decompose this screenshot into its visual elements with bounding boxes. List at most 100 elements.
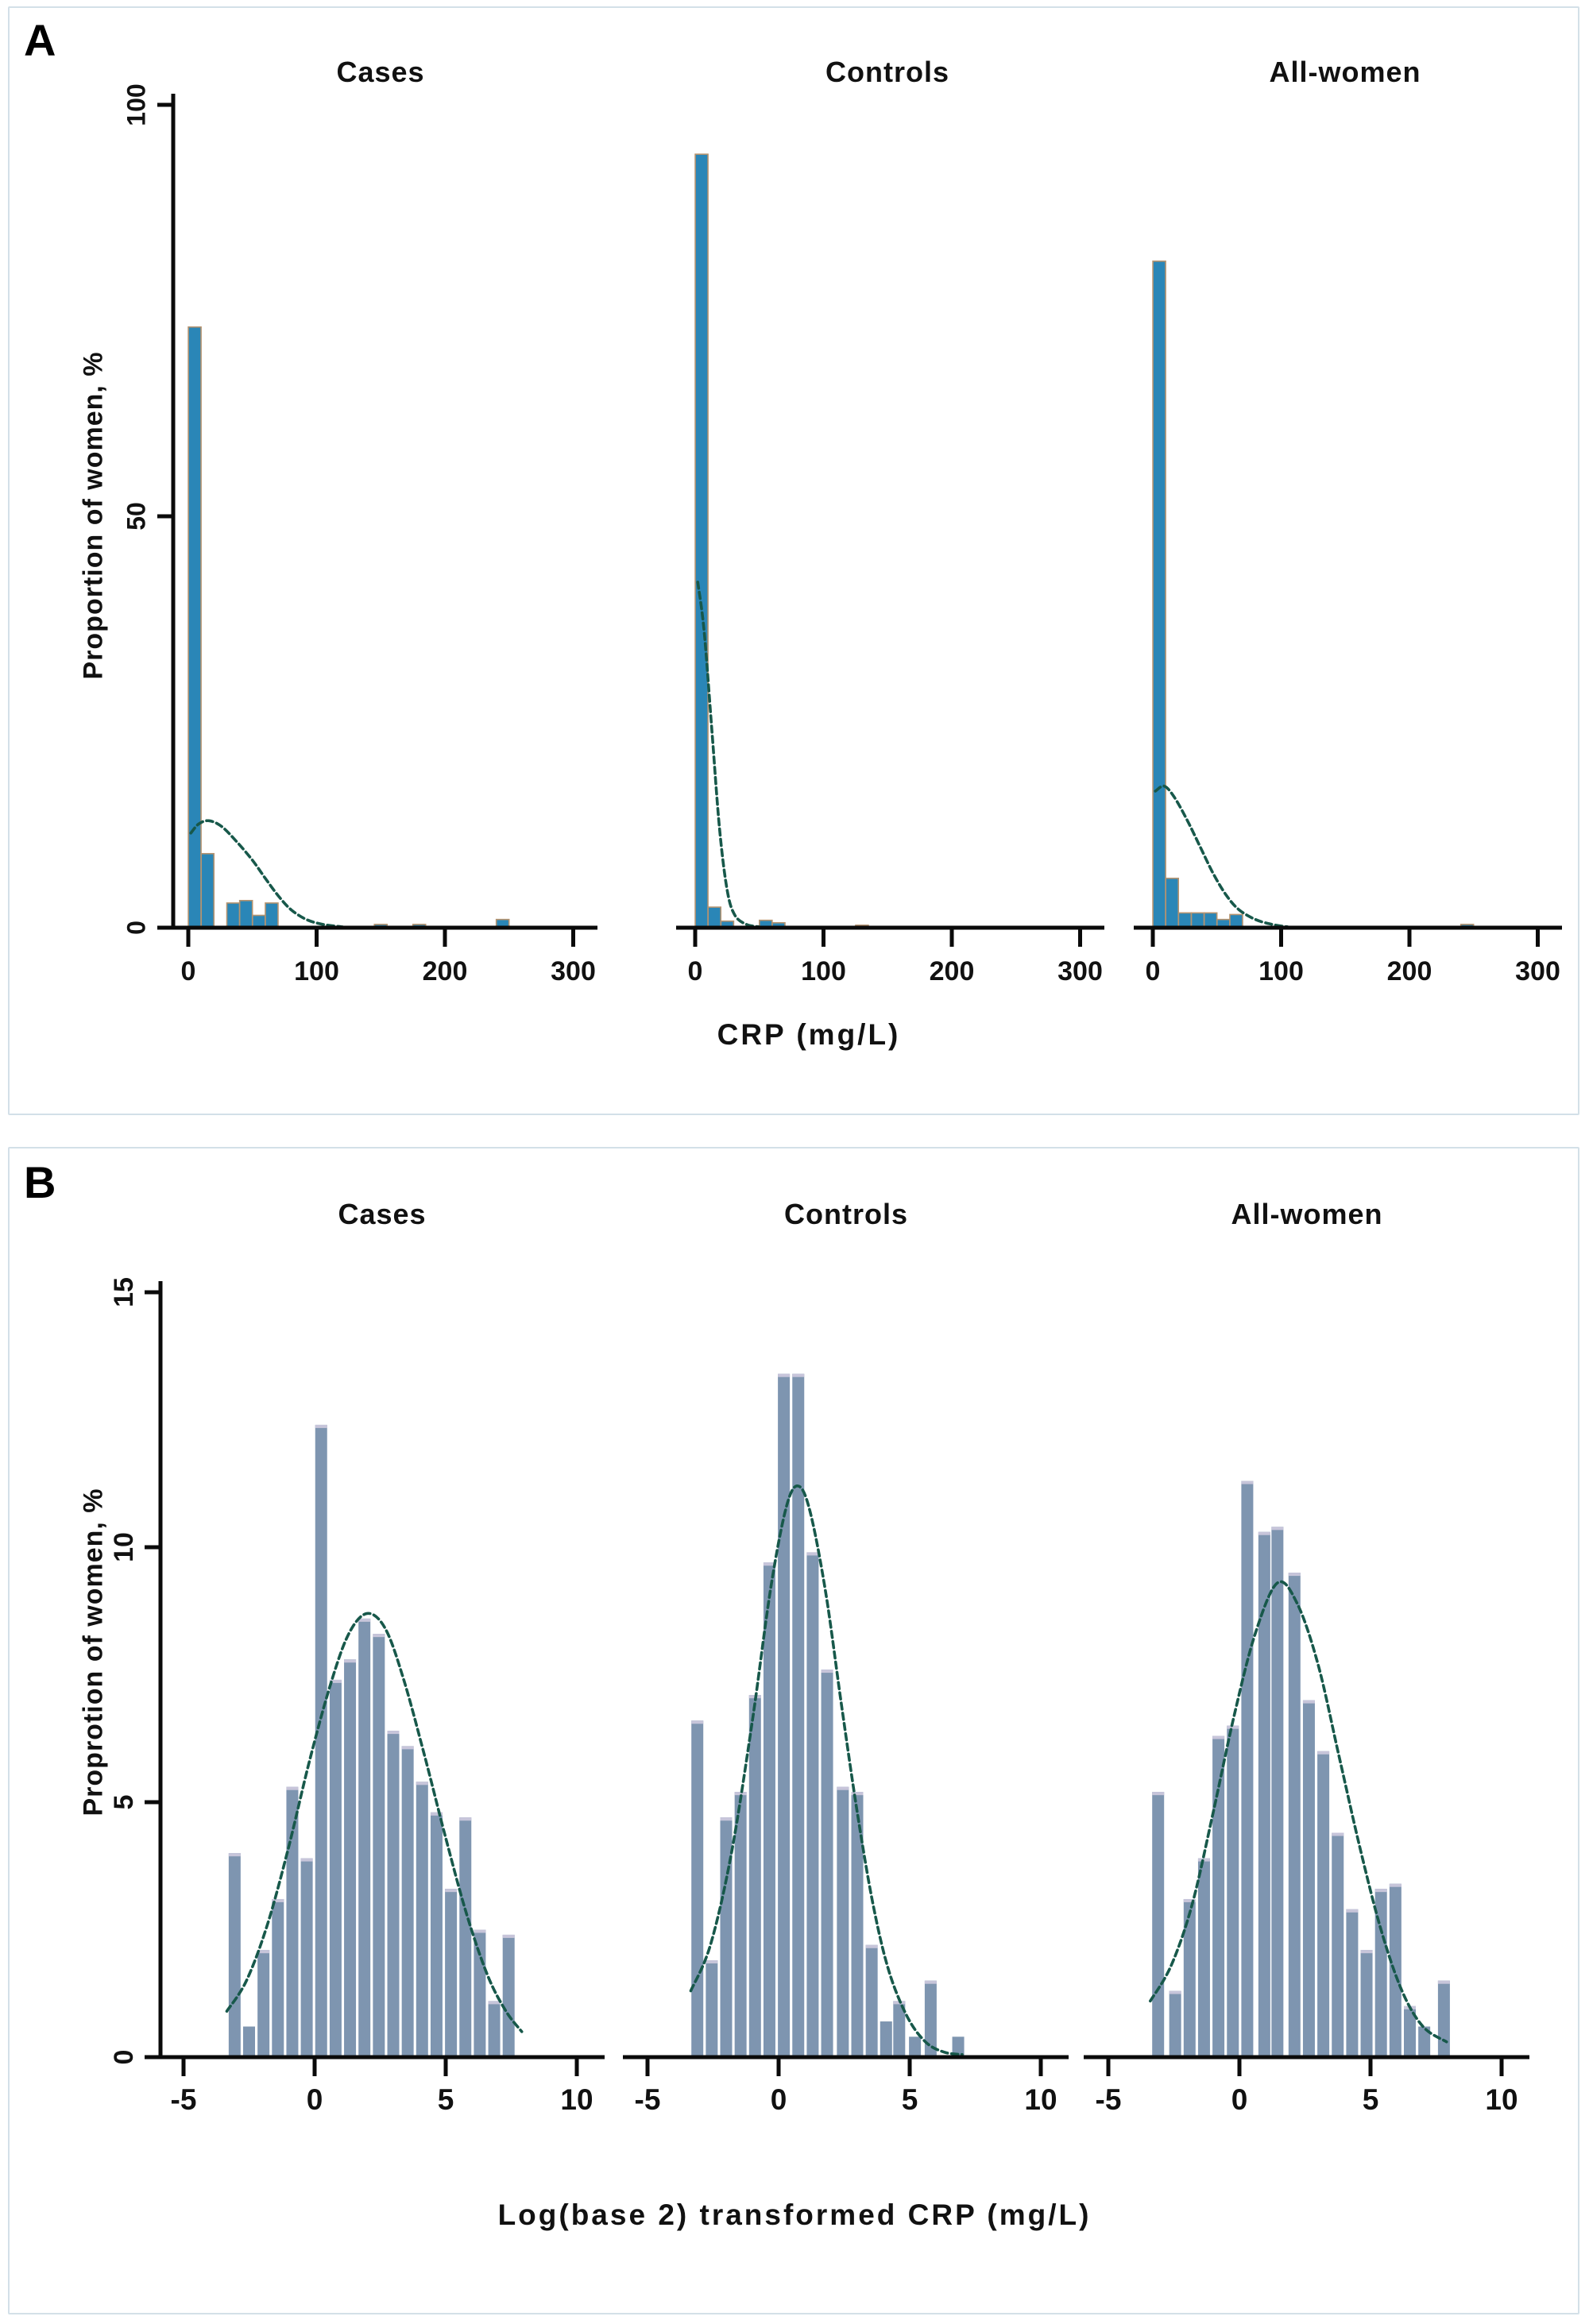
panel-b-title-allwomen: All-women: [1231, 1198, 1383, 1230]
bar-cap: [1152, 1792, 1165, 1796]
histogram-bar: [707, 906, 722, 928]
histogram-bar: [315, 1424, 327, 2057]
bar-cap: [358, 1618, 371, 1622]
histogram-bar: [243, 2026, 255, 2057]
histogram-bar: [488, 2001, 501, 2057]
bar-cap: [763, 1562, 775, 1566]
bar-cap: [459, 1817, 472, 1821]
histogram-bar: [416, 1782, 428, 2057]
histogram-bar: [1332, 1832, 1344, 2057]
histogram-bar: [1152, 261, 1166, 928]
bar-cap: [865, 1944, 878, 1948]
histogram-bar: [952, 2036, 965, 2057]
histogram-bar: [265, 902, 279, 928]
histogram-bar: [300, 1858, 313, 2057]
bar-cap: [792, 1373, 805, 1377]
bar-cap: [1374, 1889, 1387, 1893]
x-tick-label: 200: [1387, 956, 1432, 986]
bar-cap: [1437, 1980, 1450, 1984]
histogram-bar: [1288, 1573, 1301, 2057]
panel-a-box: [8, 6, 1579, 1115]
bar-cap: [286, 1786, 299, 1790]
histogram-bar: [694, 153, 709, 928]
x-tick-label: -5: [635, 2083, 661, 2116]
x-tick-label: 0: [688, 956, 703, 986]
x-tick-label: 5: [902, 2083, 918, 2116]
bar-cap: [1258, 1531, 1270, 1535]
histogram-bar: [837, 1786, 849, 2057]
density-curve: [225, 1612, 524, 2033]
histogram-bar: [706, 1960, 718, 2057]
bar-cap: [1288, 1573, 1301, 1577]
histogram-bar: [445, 1889, 458, 2057]
x-tick-label: 200: [930, 956, 975, 986]
y-tick-label: 0: [122, 921, 150, 935]
bar-cap: [924, 1980, 937, 1984]
panel-a-letter: A: [24, 15, 56, 65]
bar-cap: [257, 1950, 270, 1954]
histogram-bar: [1346, 1909, 1359, 2057]
histogram-bar: [344, 1659, 357, 2057]
histogram-bar: [401, 1746, 414, 2057]
histogram-bar: [228, 1853, 241, 2057]
x-tick-label: 200: [423, 956, 468, 986]
histogram-bar: [1227, 1725, 1239, 2057]
histogram-bar: [1437, 1980, 1450, 2057]
histogram-bar: [792, 1373, 805, 2057]
histogram-bar: [329, 1679, 342, 2057]
bar-cap: [344, 1659, 357, 1663]
subplot-b-controls: -5 0 5 10: [623, 1373, 1069, 2116]
histogram-bar: [1203, 912, 1218, 928]
panel-b-plot: 0 5 10 15 -5 0 5 10 -5 0 5 10 -5 0 5 10: [109, 1277, 1529, 2116]
bar-cap: [1169, 1990, 1181, 1994]
panel-b-xlabel: Log(base 2) transformed CRP (mg/L): [497, 2199, 1092, 2231]
histogram-bar: [1165, 878, 1180, 928]
x-tick-label: 300: [1515, 956, 1560, 986]
histogram-bar: [1169, 1990, 1181, 2057]
bar-cap: [1332, 1832, 1344, 1836]
x-tick-label: -5: [1096, 2083, 1122, 2116]
histogram-bar: [1212, 1735, 1225, 2057]
bar-cap: [272, 1898, 284, 1902]
histogram-bar: [748, 1695, 761, 2057]
density-curve: [689, 1484, 964, 2056]
bar-cap: [488, 2001, 501, 2005]
bar-cap: [1241, 1480, 1254, 1484]
histogram-bar: [1183, 1898, 1196, 2057]
bar-cap: [1227, 1725, 1239, 1729]
histogram-bar: [893, 2001, 906, 2057]
x-tick-label: 100: [294, 956, 339, 986]
panel-b-title-cases: Cases: [338, 1198, 427, 1230]
histogram-bar: [1241, 1480, 1254, 2057]
bar-cap: [1212, 1735, 1225, 1739]
bar-cap: [837, 1786, 849, 1790]
bar-cap: [821, 1670, 833, 1674]
histogram-bar: [373, 1634, 385, 2057]
panel-b-letter: B: [24, 1157, 56, 1207]
y-tick-label: 50: [122, 502, 150, 531]
x-tick-label: 10: [1024, 2083, 1057, 2116]
histogram-bar: [200, 852, 215, 928]
histogram-bar: [1302, 1700, 1315, 2057]
panel-b-title-controls: Controls: [784, 1198, 908, 1230]
y-tick-label: 100: [122, 83, 150, 125]
x-tick-label: 300: [551, 956, 596, 986]
histogram-bar: [865, 1944, 878, 2057]
histogram-bar: [821, 1670, 833, 2057]
density-curve: [189, 819, 344, 928]
histogram-bar: [459, 1817, 472, 2057]
histogram-bar: [909, 2036, 922, 2057]
histogram-bar: [1317, 1751, 1330, 2057]
histogram-bar: [851, 1792, 864, 2057]
bar-cap: [734, 1792, 747, 1796]
bar-cap: [445, 1889, 458, 1893]
x-tick-label: -5: [171, 2083, 197, 2116]
histogram-bar: [387, 1731, 400, 2057]
x-tick-label: 0: [1231, 2083, 1248, 2116]
histogram-bar: [286, 1786, 299, 2057]
histogram-bar: [1197, 1858, 1210, 2057]
bar-cap: [806, 1552, 819, 1556]
panel-a-xlabel: CRP (mg/L): [717, 1018, 901, 1051]
bar-cap: [706, 1960, 718, 1964]
